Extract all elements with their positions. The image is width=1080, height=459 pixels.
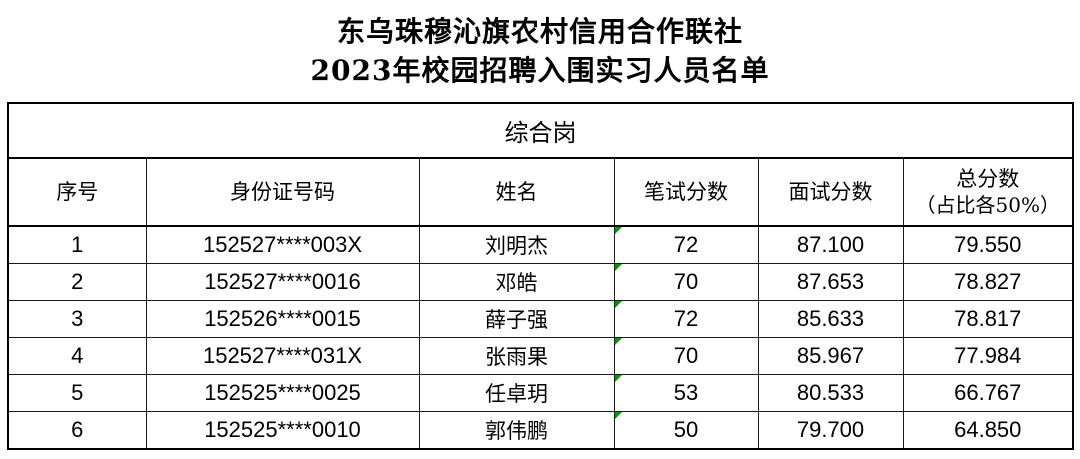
table-row: 1 152527****003X 刘明杰 72 87.100 79.550 <box>7 225 1074 264</box>
cell-written-score: 50 <box>613 411 759 450</box>
cell-id-number: 152525****0010 <box>145 411 420 450</box>
stored-as-text-flag-icon <box>615 301 622 308</box>
table-row: 2 152527****0016 邓皓 70 87.653 78.827 <box>7 263 1074 301</box>
group-header-row: 综合岗 <box>7 102 1074 159</box>
table-row: 6 152525****0010 郭伟鹏 50 79.700 64.850 <box>7 411 1074 450</box>
stored-as-text-flag-icon <box>615 375 622 382</box>
group-header-cell: 综合岗 <box>7 102 1074 159</box>
written-score-value: 53 <box>673 380 699 405</box>
table-row: 5 152525****0025 任卓玥 53 80.533 66.767 <box>7 374 1074 412</box>
cell-index: 5 <box>7 374 147 412</box>
cell-index: 2 <box>7 263 147 301</box>
stored-as-text-flag-icon <box>615 264 622 271</box>
cell-name: 郭伟鹏 <box>418 411 615 450</box>
cell-interview-score: 79.700 <box>757 411 904 450</box>
cell-written-score: 70 <box>613 337 759 375</box>
cell-interview-score: 80.533 <box>757 374 904 412</box>
cell-total-score: 66.767 <box>902 374 1074 412</box>
cell-id-number: 152526****0015 <box>145 300 420 338</box>
stored-as-text-flag-icon <box>615 227 622 234</box>
column-header-name: 姓名 <box>418 157 615 227</box>
cell-interview-score: 87.653 <box>757 263 904 301</box>
cell-id-number: 152527****0016 <box>145 263 420 301</box>
column-header-total-score-label: 总分数 <box>956 167 1020 191</box>
cell-interview-score: 85.633 <box>757 300 904 338</box>
written-score-value: 70 <box>673 343 699 368</box>
stored-as-text-flag-icon <box>615 412 622 419</box>
cell-interview-score: 87.100 <box>757 225 904 264</box>
cell-name: 任卓玥 <box>418 374 615 412</box>
cell-index: 6 <box>7 411 147 450</box>
column-header-total-score: 总分数 （占比各50%） <box>902 157 1074 227</box>
column-header-total-score-sublabel: （占比各50%） <box>915 193 1060 217</box>
column-header-id-number: 身份证号码 <box>145 157 420 227</box>
cell-index: 4 <box>7 337 147 375</box>
cell-interview-score: 85.967 <box>757 337 904 375</box>
cell-written-score: 70 <box>613 263 759 301</box>
cell-total-score: 64.850 <box>902 411 1074 450</box>
cell-id-number: 152527****003X <box>145 225 420 264</box>
cell-index: 1 <box>7 225 147 264</box>
table-row: 3 152526****0015 薛子强 72 85.633 78.817 <box>7 300 1074 338</box>
cell-name: 刘明杰 <box>418 225 615 264</box>
cell-id-number: 152525****0025 <box>145 374 420 412</box>
cell-total-score: 79.550 <box>902 225 1074 264</box>
document-title: 东乌珠穆沁旗农村信用合作联社 2023年校园招聘入围实习人员名单 <box>0 12 1080 90</box>
cell-total-score: 77.984 <box>902 337 1074 375</box>
cell-name: 邓皓 <box>418 263 615 301</box>
cell-written-score: 72 <box>613 225 759 264</box>
cell-written-score: 53 <box>613 374 759 412</box>
table-row: 4 152527****031X 张雨果 70 85.967 77.984 <box>7 337 1074 375</box>
cell-total-score: 78.817 <box>902 300 1074 338</box>
cell-total-score: 78.827 <box>902 263 1074 301</box>
cell-id-number: 152527****031X <box>145 337 420 375</box>
title-line-1: 东乌珠穆沁旗农村信用合作联社 <box>336 15 743 48</box>
cell-written-score: 72 <box>613 300 759 338</box>
column-header-row: 序号 身份证号码 姓名 笔试分数 面试分数 总分数 （占比各50%） <box>7 157 1074 227</box>
written-score-value: 72 <box>673 232 699 257</box>
roster-table: 综合岗 序号 身份证号码 姓名 笔试分数 面试分数 总分数 （占比各50%） 1… <box>7 102 1075 450</box>
column-header-index: 序号 <box>7 157 147 227</box>
written-score-value: 50 <box>673 417 699 442</box>
title-line-2: 2023年校园招聘入围实习人员名单 <box>310 54 770 87</box>
column-header-written-score: 笔试分数 <box>613 157 759 227</box>
cell-index: 3 <box>7 300 147 338</box>
column-header-interview-score: 面试分数 <box>757 157 904 227</box>
cell-name: 张雨果 <box>418 337 615 375</box>
stored-as-text-flag-icon <box>615 338 622 345</box>
written-score-value: 72 <box>673 306 699 331</box>
written-score-value: 70 <box>673 269 699 294</box>
cell-name: 薛子强 <box>418 300 615 338</box>
